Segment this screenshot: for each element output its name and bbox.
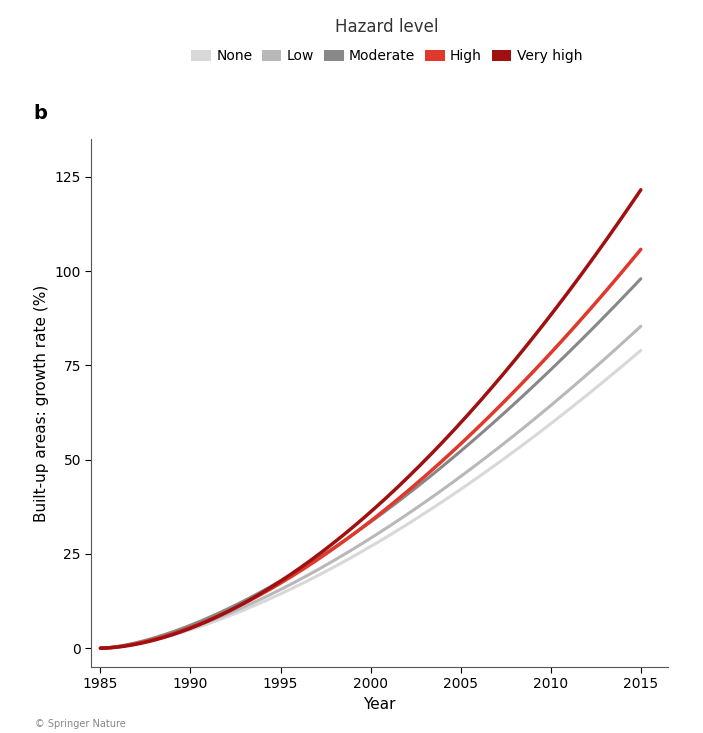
Text: Hazard level: Hazard level [335,18,439,37]
Legend: None, Low, Moderate, High, Very high: None, Low, Moderate, High, Very high [186,43,588,69]
Text: © Springer Nature: © Springer Nature [35,719,126,729]
Text: b: b [34,104,48,123]
Y-axis label: Built-up areas: growth rate (%): Built-up areas: growth rate (%) [34,284,49,522]
X-axis label: Year: Year [363,697,396,712]
